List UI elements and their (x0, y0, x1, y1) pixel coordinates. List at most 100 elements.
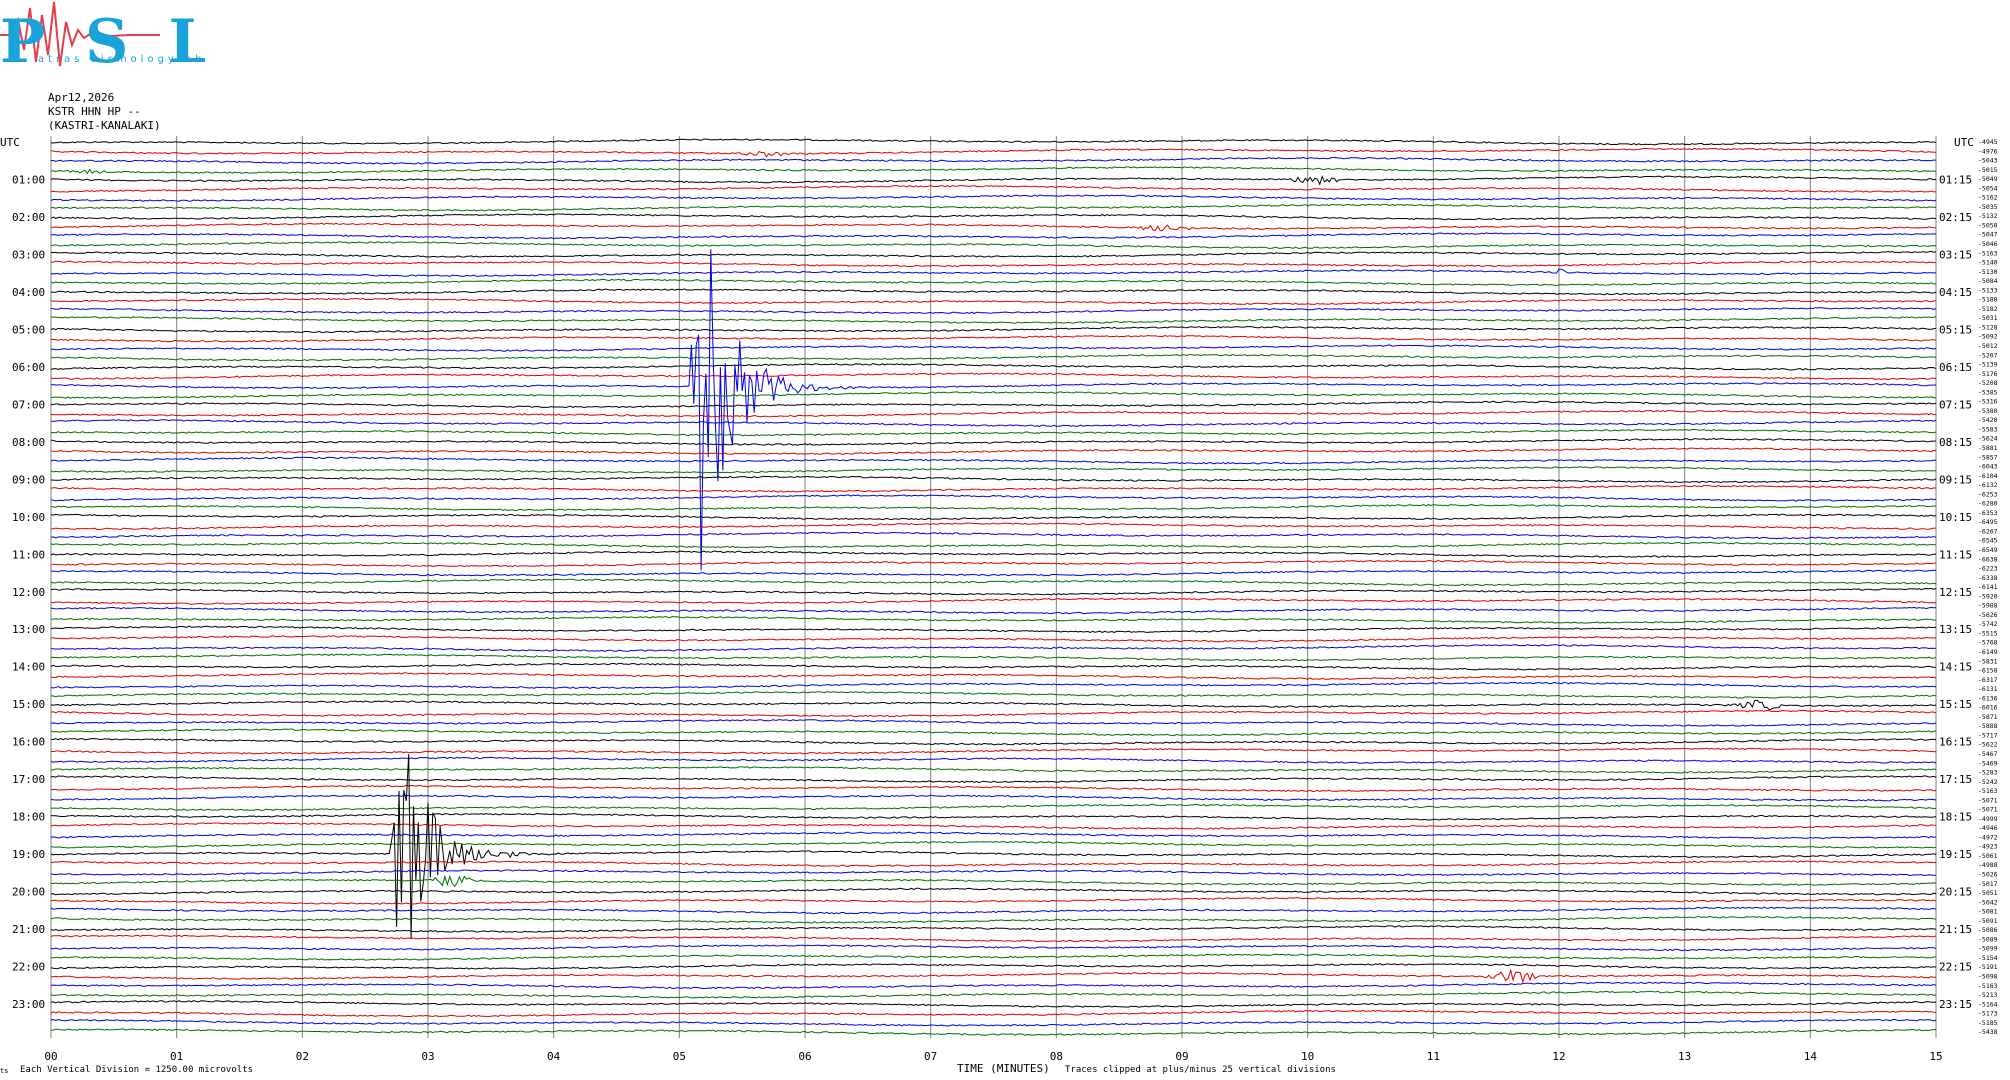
trace-19 (51, 316, 1937, 324)
trace-59 (50, 691, 1937, 699)
trace-77 (51, 860, 1937, 867)
trace-31 (50, 428, 1937, 437)
x-tick-label: 02 (296, 1050, 309, 1063)
trace-22 (50, 344, 1937, 352)
right-time-label: 07:15 (1939, 398, 1972, 411)
trace-18 (50, 307, 1937, 315)
left-time-label: 20:00 (12, 886, 45, 899)
trace-mean-label: -6549 (1978, 546, 1998, 554)
trace-mean-label: -6104 (1978, 472, 1998, 480)
trace-mean-label: -6280 (1978, 500, 1998, 508)
right-time-label: 11:15 (1939, 548, 1972, 561)
left-time-label: 17:00 (12, 773, 45, 786)
left-time-label: 07:00 (12, 398, 45, 411)
trace-27 (51, 391, 1937, 399)
trace-mean-label: -5091 (1978, 917, 1998, 925)
trace-84 (50, 925, 1937, 933)
x-tick-label: 07 (924, 1050, 937, 1063)
trace-mean-label: -5831 (1978, 657, 1998, 665)
trace-mean-label: -6158 (1978, 667, 1998, 675)
trace-81 (50, 897, 1937, 905)
trace-73 (50, 822, 1937, 830)
trace-39 (50, 503, 1936, 512)
seismic-traces (50, 138, 1937, 1036)
trace-50 (50, 606, 1936, 615)
trace-56 (50, 662, 1937, 671)
logo-seismic-trace (0, 1, 160, 67)
trace-43 (50, 541, 1937, 549)
trace-mean-label: -5920 (1978, 592, 1998, 600)
trace-41 (50, 522, 1936, 530)
trace-91 (50, 990, 1937, 999)
trace-mean-label: -5061 (1978, 852, 1998, 860)
x-tick-label: 01 (170, 1050, 183, 1063)
left-time-label: 18:00 (12, 811, 45, 824)
trace-mean-label: -5191 (1978, 963, 1998, 971)
trace-mean-label: -5242 (1978, 778, 1998, 786)
trace-mean-label: -5099 (1978, 945, 1998, 953)
trace-mean-label: -5035 (1978, 203, 1998, 211)
trace-mean-label: -5092 (1978, 333, 1998, 341)
trace-mean-label: -5049 (1978, 175, 1998, 183)
trace-34 (50, 456, 1937, 465)
trace-83 (50, 916, 1937, 924)
left-time-label: 09:00 (12, 473, 45, 486)
trace-mean-label: -6131 (1978, 685, 1998, 693)
trace-30 (50, 419, 1937, 427)
trace-92 (50, 1000, 1937, 1008)
trace-68 (50, 775, 1937, 784)
trace-57 (50, 672, 1937, 680)
right-time-label: 17:15 (1939, 773, 1972, 786)
trace-12 (51, 250, 1937, 258)
trace-mean-label: -6317 (1978, 676, 1998, 684)
left-time-label: 04:00 (12, 286, 45, 299)
trace-62 (50, 719, 1937, 727)
trace-mean-label: -5098 (1978, 973, 1998, 981)
trace-49 (50, 597, 1937, 605)
trace-mean-label: -5188 (1978, 296, 1998, 304)
x-tick-label: 12 (1552, 1050, 1565, 1063)
trace-75 (50, 840, 1937, 849)
trace-mean-label: -5207 (1978, 351, 1998, 359)
time-gridlines (50, 136, 1937, 1039)
trace-93 (50, 1009, 1937, 1018)
trace-64 (51, 737, 1937, 746)
x-tick-label: 04 (547, 1050, 561, 1063)
left-time-label: 21:00 (12, 923, 45, 936)
trace-mean-label: -5622 (1978, 741, 1998, 749)
trace-mean-label: -4945 (1978, 138, 1998, 146)
trace-65 (50, 747, 1937, 755)
trace-87 (50, 953, 1937, 961)
right-time-label: 12:15 (1939, 586, 1972, 599)
left-time-label: 03:00 (12, 248, 45, 261)
right-time-label: 23:15 (1939, 998, 1972, 1011)
trace-79 (51, 874, 1937, 888)
trace-mean-label: -4923 (1978, 843, 1998, 851)
x-axis-title: TIME (MINUTES) (957, 1062, 1050, 1075)
trace-2 (51, 156, 1937, 165)
vertical-division-note: Each Vertical Division = 1250.00 microvo… (20, 1065, 253, 1075)
x-tick-label: 09 (1175, 1050, 1188, 1063)
trace-mean-label: -5164 (1978, 1000, 1998, 1008)
x-tick-label: 10 (1301, 1050, 1314, 1063)
station-location: (KASTRI-KANALAKI) (48, 119, 161, 132)
trace-mean-label: -4946 (1978, 824, 1998, 832)
trace-mean-label: -5071 (1978, 806, 1998, 814)
trace-33 (50, 447, 1937, 455)
right-time-label: 01:15 (1939, 173, 1972, 186)
clip-note: Traces clipped at plus/minus 25 vertical… (1065, 1065, 1336, 1075)
trace-25 (50, 372, 1937, 381)
trace-mean-label: -5163 (1978, 982, 1998, 990)
trace-mean-label: -5133 (1978, 286, 1998, 294)
trace-mean-label: -4999 (1978, 815, 1998, 823)
trace-mean-label: -5054 (1978, 184, 1998, 192)
trace-mean-label: -5046 (1978, 240, 1998, 248)
trace-63 (50, 728, 1937, 737)
left-time-label: 06:00 (12, 361, 45, 374)
trace-mean-label: -6253 (1978, 490, 1998, 498)
left-time-label: 13:00 (12, 623, 45, 636)
trace-28 (50, 400, 1937, 409)
trace-45 (50, 559, 1937, 568)
trace-mean-label: -5742 (1978, 620, 1998, 628)
